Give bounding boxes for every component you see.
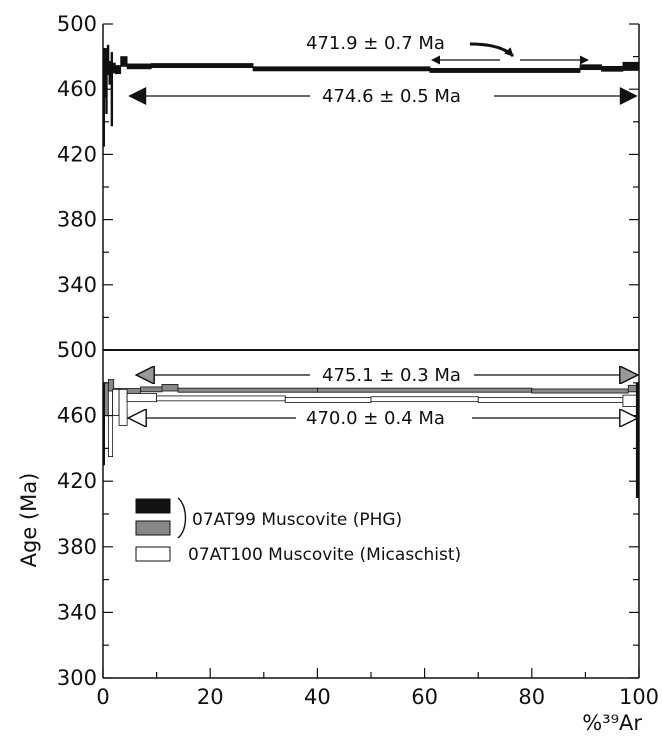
x-tick-label-0: 0 (96, 685, 109, 709)
top-y-tick-label-500: 500 (57, 12, 97, 36)
bottom-step-s1-6 (316, 387, 533, 393)
top-step-s0-15 (622, 61, 640, 71)
bottom-y-tick-label-420: 420 (57, 469, 97, 493)
top-step-s0-9 (126, 63, 152, 70)
top-y-tick-label-380: 380 (57, 208, 97, 232)
legend-label-07at100: 07AT100 Muscovite (Micaschist) (188, 545, 461, 565)
top-step-s0-6 (112, 62, 116, 74)
top-step-s0-14 (601, 65, 624, 72)
bottom-step-s2-4 (156, 395, 286, 402)
legend-swatch-white (135, 546, 171, 562)
top-steps (102, 44, 640, 147)
bottom-step-s2-1 (112, 388, 120, 416)
top-annotation-label-2: 474.6 ± 0.5 Ma (322, 86, 461, 107)
legend-swatch-black (135, 498, 171, 514)
bottom-step-s2-6 (370, 396, 479, 403)
bottom-x-ticks: 0 20 40 60 80 100 (96, 668, 659, 709)
bottom-panel: 500 460 420 380 340 300 0 20 40 60 80 100 475.1 ± … (17, 338, 659, 735)
bottom-step-s2-8 (622, 394, 637, 407)
bottom-step-s2-0 (107, 390, 114, 457)
bottom-step-s1-0 (104, 382, 109, 416)
bottom-step-s2-5 (284, 397, 372, 403)
bottom-step-s1-4 (161, 384, 179, 392)
top-step-s0-10 (150, 63, 254, 69)
y-axis-label: Age (Ma) (17, 473, 41, 568)
legend-bracket (177, 497, 187, 539)
x-tick-label-80: 80 (518, 685, 545, 709)
legend-label-07at99: 07AT99 Muscovite (PHG) (192, 510, 402, 530)
x-tick-label-40: 40 (304, 685, 331, 709)
top-y-tick-label-340: 340 (57, 273, 97, 297)
top-y-tick-label-460: 460 (57, 77, 97, 101)
top-y-ticks: 500 460 420 380 340 (57, 12, 639, 351)
bottom-step-s2-7 (477, 397, 624, 403)
bottom-step-s2-2 (118, 388, 128, 426)
bottom-annotation-label-1: 475.1 ± 0.3 Ma (322, 365, 461, 386)
top-step-s0-7 (114, 65, 122, 75)
bottom-y-tick-label-340: 340 (57, 600, 97, 624)
top-step-s0-13 (579, 64, 602, 71)
top-annotation-label-1: 471.9 ± 0.7 Ma (306, 33, 445, 54)
top-step-s0-11 (252, 66, 431, 72)
x-axis-label: %³⁹Ar (582, 711, 642, 735)
bottom-step-s1-7 (531, 388, 629, 394)
bottom-step-s1-3 (140, 386, 163, 393)
bottom-annotation-label-2: 470.0 ± 0.4 Ma (306, 408, 445, 429)
top-y-tick-label-420: 420 (57, 142, 97, 166)
top-step-s0-3 (106, 44, 110, 75)
bottom-step-s1-5 (177, 387, 318, 393)
top-panel: 500 460 420 380 340 471.9 ± 0.7 Ma 474.6 ± 0… (57, 12, 640, 351)
top-step-s0-8 (120, 56, 128, 67)
x-tick-label-100: 100 (619, 685, 659, 709)
top-step-s0-2 (105, 48, 108, 115)
top-step-s0-12 (429, 68, 581, 73)
bottom-y-ticks: 500 460 420 380 340 300 (57, 338, 639, 690)
x-tick-label-60: 60 (411, 685, 438, 709)
bottom-y-tick-label-380: 380 (57, 535, 97, 559)
bottom-steps (102, 379, 640, 498)
bottom-y-tick-label-500: 500 (57, 338, 97, 362)
x-tick-label-20: 20 (197, 685, 224, 709)
top-annotation-curved-arrow (469, 42, 515, 58)
legend-swatch-gray (135, 520, 171, 536)
bottom-step-s1-8 (627, 384, 637, 393)
legend: 07AT99 Muscovite (PHG) 07AT100 Muscovite… (135, 497, 461, 565)
bottom-y-tick-label-460: 460 (57, 404, 97, 428)
bottom-y-tick-label-300: 300 (57, 666, 97, 690)
bottom-step-s2-3 (126, 393, 158, 403)
